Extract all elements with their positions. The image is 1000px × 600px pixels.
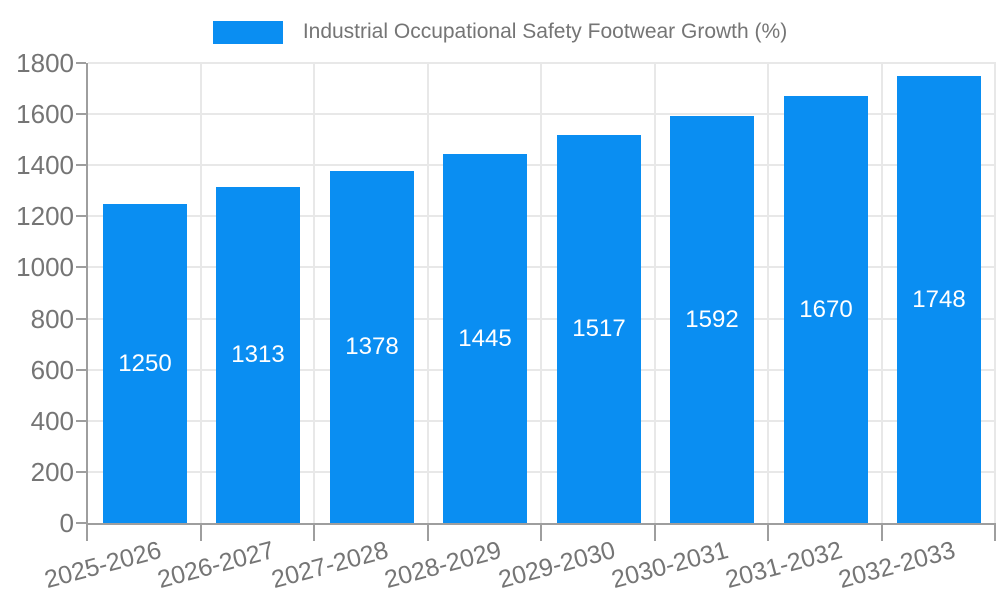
y-axis-tick	[76, 266, 86, 268]
v-gridline	[994, 63, 996, 523]
bar: 1378	[330, 171, 414, 523]
y-axis-tick	[76, 420, 86, 422]
y-axis-tick	[76, 318, 86, 320]
bar-value-label: 1445	[458, 324, 512, 352]
v-gridline	[540, 63, 542, 523]
x-axis-tick	[654, 523, 656, 541]
y-axis-tick	[76, 471, 86, 473]
h-gridline	[88, 215, 996, 217]
bar-value-label: 1378	[345, 333, 399, 360]
h-gridline	[88, 62, 996, 64]
y-axis-tick-label: 600	[30, 355, 74, 385]
y-axis-tick-label: 1000	[16, 252, 74, 282]
x-axis-tick	[86, 523, 88, 541]
x-axis-tick	[313, 523, 315, 541]
h-gridline	[88, 420, 996, 422]
bar: 1250	[103, 204, 187, 523]
bar-value-label: 1250	[118, 349, 172, 377]
y-axis-tick-label: 200	[30, 457, 74, 487]
legend-swatch[interactable]	[212, 20, 283, 44]
x-axis-tick	[427, 523, 429, 541]
bar-value-label: 1592	[685, 305, 739, 333]
v-gridline	[313, 63, 315, 523]
x-axis-tick	[767, 523, 769, 541]
bar-value-label: 1670	[799, 295, 853, 323]
x-axis-tick	[994, 523, 996, 541]
bar-value-label: 1517	[572, 315, 626, 342]
y-axis-tick-label: 1200	[16, 201, 74, 231]
v-gridline	[654, 63, 656, 523]
v-gridline	[881, 63, 883, 523]
bar: 1592	[670, 116, 754, 523]
x-axis-tick	[540, 523, 542, 541]
bar: 1313	[216, 187, 300, 523]
y-axis-tick	[76, 369, 86, 371]
h-gridline	[88, 471, 996, 473]
y-axis-tick-label: 1600	[16, 99, 74, 129]
plot-area: 1250 1313 1378 1445 1517 1592 1670 1748	[86, 62, 996, 525]
bar: 1445	[443, 154, 527, 523]
x-axis-tick	[200, 523, 202, 541]
h-gridline	[88, 113, 996, 115]
bar-value-label: 1313	[231, 341, 285, 368]
h-gridline	[88, 369, 996, 371]
v-gridline	[200, 63, 202, 523]
legend-label[interactable]: Industrial Occupational Safety Footwear …	[302, 20, 788, 43]
v-gridline	[427, 63, 429, 523]
y-axis-tick	[76, 113, 86, 115]
v-gridline	[767, 63, 769, 523]
y-axis-tick	[76, 62, 86, 64]
bar: 1748	[897, 76, 981, 523]
y-axis-tick	[76, 522, 86, 524]
h-gridline	[88, 318, 996, 320]
bar-value-label: 1748	[912, 285, 966, 313]
h-gridline	[88, 164, 996, 166]
h-gridline	[88, 266, 996, 268]
bar: 1670	[784, 96, 868, 523]
y-axis-tick-label: 1400	[16, 150, 74, 180]
y-axis-tick	[76, 164, 86, 166]
y-axis-tick-label: 400	[30, 406, 74, 436]
x-axis-tick	[881, 523, 883, 541]
y-axis-tick-label: 800	[30, 304, 74, 334]
chart-legend[interactable]: Industrial Occupational Safety Footwear …	[0, 20, 1000, 44]
y-axis-tick-label: 0	[59, 508, 74, 538]
y-axis-tick	[76, 215, 86, 217]
bar: 1517	[557, 135, 641, 523]
y-axis-tick-label: 1800	[16, 48, 74, 78]
